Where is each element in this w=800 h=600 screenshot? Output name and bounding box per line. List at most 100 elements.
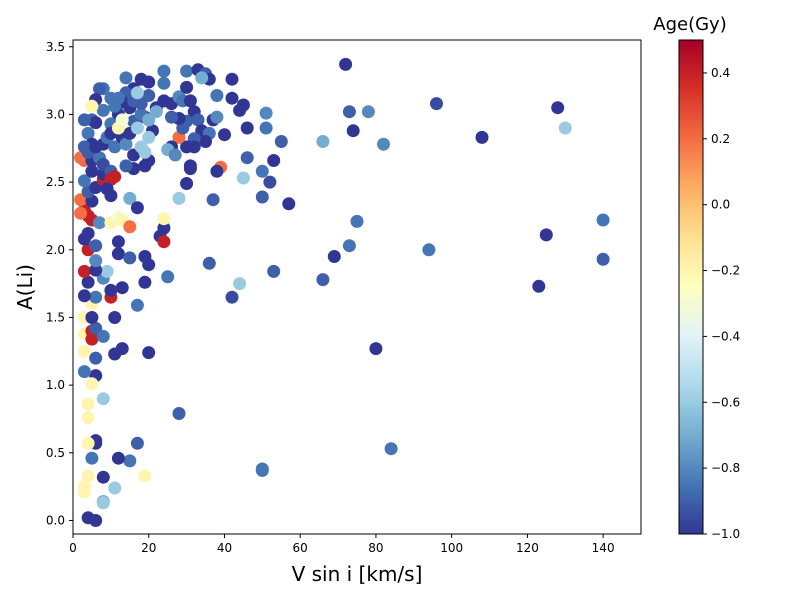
data-point <box>339 57 353 71</box>
data-point <box>96 103 110 117</box>
data-point <box>236 171 250 185</box>
colorbar <box>678 39 704 535</box>
data-point <box>130 121 144 135</box>
data-point <box>89 239 103 253</box>
data-point <box>157 64 171 78</box>
data-point <box>422 243 436 257</box>
data-point <box>81 411 95 425</box>
data-point <box>210 110 224 124</box>
data-point <box>183 94 197 108</box>
data-point <box>157 221 171 235</box>
data-point <box>130 86 144 100</box>
data-point <box>108 99 122 113</box>
data-point <box>111 247 125 261</box>
data-point <box>108 481 122 495</box>
data-point <box>104 283 118 297</box>
data-point <box>384 442 398 456</box>
data-point <box>100 264 114 278</box>
data-point <box>225 290 239 304</box>
data-point <box>77 113 91 127</box>
y-tick-label: 2.0 <box>46 243 65 257</box>
data-point <box>157 76 171 90</box>
data-point <box>183 162 197 176</box>
data-point <box>361 105 375 119</box>
data-point <box>81 126 95 140</box>
data-point <box>210 89 224 102</box>
x-tick-label: 0 <box>69 541 77 555</box>
data-point <box>108 170 122 184</box>
data-point <box>187 140 201 154</box>
data-point <box>119 137 133 151</box>
data-point <box>255 463 269 477</box>
data-point <box>130 298 144 312</box>
data-point <box>93 216 106 230</box>
data-point <box>77 365 91 379</box>
data-point <box>369 342 383 356</box>
data-point <box>180 80 194 94</box>
data-point <box>77 344 91 358</box>
data-point <box>142 130 156 144</box>
data-point <box>165 110 178 124</box>
data-point <box>142 113 156 127</box>
colorbar-tick-label: −0.8 <box>711 461 740 475</box>
data-point <box>89 116 103 130</box>
data-point <box>130 436 144 450</box>
colorbar-axis: 0.4 0.2 0.0 −0.2 −0.4 −0.6 −0.8 −1.0 <box>703 66 740 541</box>
data-point <box>85 99 99 113</box>
data-point <box>149 105 163 119</box>
data-point <box>596 252 610 266</box>
data-point <box>267 264 281 278</box>
data-point <box>267 154 281 167</box>
y-tick-label: 2.5 <box>46 175 65 189</box>
data-point <box>377 137 390 151</box>
data-point <box>172 191 186 205</box>
data-point <box>551 101 565 115</box>
data-point <box>316 135 330 148</box>
data-point <box>138 469 152 483</box>
data-point <box>240 151 254 165</box>
data-point <box>85 451 99 465</box>
colorbar-tick-label: 0.0 <box>711 198 730 212</box>
x-tick-label: 20 <box>141 541 156 555</box>
data-point <box>93 82 106 96</box>
data-point <box>81 397 95 411</box>
data-point <box>81 436 95 450</box>
data-point <box>259 121 273 135</box>
colorbar-tick-label: 0.2 <box>711 132 730 146</box>
data-point <box>172 407 186 420</box>
data-point <box>108 347 122 361</box>
x-axis-label: V sin i [km/s] <box>292 562 423 586</box>
data-point <box>596 213 610 227</box>
data-point <box>85 377 99 391</box>
data-point <box>85 164 99 178</box>
x-axis: 0 20 40 60 80 100 120 140 <box>69 534 615 555</box>
data-point <box>100 182 114 196</box>
data-point <box>89 351 103 365</box>
data-point <box>85 311 99 324</box>
data-point <box>342 239 356 253</box>
colorbar-tick-label: −0.2 <box>711 264 740 278</box>
plot-frame <box>72 39 642 535</box>
data-point <box>134 140 148 154</box>
data-point <box>111 235 125 249</box>
data-point <box>168 148 182 162</box>
data-point <box>108 140 122 154</box>
data-point <box>233 277 247 291</box>
data-point <box>282 197 296 211</box>
data-point <box>130 201 144 215</box>
data-point <box>274 135 288 148</box>
data-point <box>119 71 133 85</box>
x-tick-label: 140 <box>592 541 615 555</box>
colorbar-tick-label: −0.4 <box>711 329 740 343</box>
data-point <box>430 97 443 111</box>
data-point <box>96 329 110 343</box>
data-point <box>89 290 103 304</box>
data-point <box>89 321 103 335</box>
data-point <box>108 311 122 324</box>
x-tick-label: 120 <box>516 541 539 555</box>
data-point <box>77 289 91 303</box>
y-axis-label: A(Li) <box>13 264 37 310</box>
data-point <box>180 64 194 78</box>
data-point <box>115 281 129 295</box>
